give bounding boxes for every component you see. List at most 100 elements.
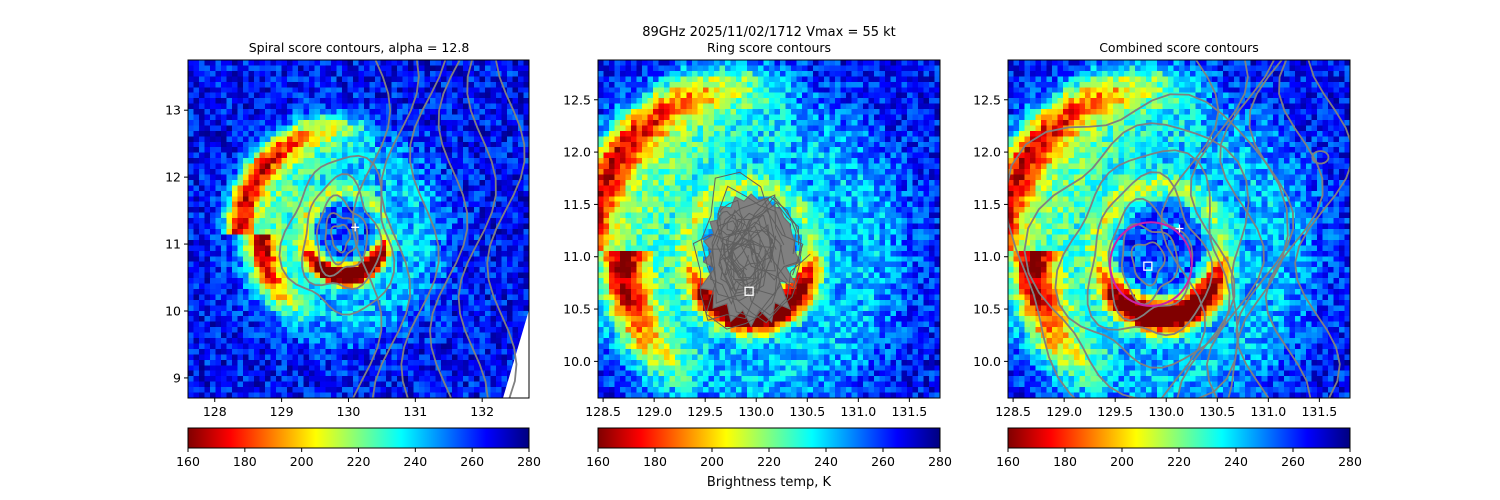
score-contour <box>1206 60 1275 398</box>
score-contour <box>400 60 447 398</box>
y-tick-label: 10.0 <box>563 354 591 369</box>
panel-2-title: Ring score contours <box>707 40 831 55</box>
colorbar-tick-label: 260 <box>871 454 895 469</box>
center-plus-marker <box>351 223 360 232</box>
ring-score-contour <box>717 199 746 249</box>
score-contour <box>429 60 469 398</box>
center-plus-marker <box>1175 224 1184 233</box>
y-tick-label: 11.5 <box>563 197 591 212</box>
x-tick-label: 131.0 <box>840 404 876 419</box>
ring-score-contour <box>718 185 786 290</box>
colorbar-tick-label: 280 <box>1338 454 1362 469</box>
colorbar-tick-label: 180 <box>233 454 257 469</box>
center-square-marker <box>1143 261 1153 271</box>
y-tick-label: 11 <box>165 237 181 252</box>
score-contour <box>1107 197 1194 322</box>
y-tick-label: 12.5 <box>973 92 1001 107</box>
panel-1-title: Spiral score contours, alpha = 12.8 <box>249 40 470 55</box>
colorbar-tick-label: 240 <box>814 454 838 469</box>
score-contour <box>1264 60 1324 398</box>
colorbar-label: Brightness temp, K <box>707 475 832 490</box>
score-contour <box>1235 60 1295 398</box>
score-contour <box>1086 171 1214 337</box>
colorbar-tick-label: 160 <box>586 454 610 469</box>
y-tick-label: 12 <box>165 170 181 185</box>
score-contour <box>1023 122 1250 398</box>
x-tick-label: 128.5 <box>585 404 621 419</box>
y-tick-label: 10 <box>165 303 181 318</box>
colorbar-tick-label: 260 <box>460 454 484 469</box>
axes-frame <box>1007 59 1351 399</box>
score-contour <box>371 60 420 398</box>
colorbar-tick-label: 240 <box>403 454 427 469</box>
score-contour <box>351 60 392 398</box>
score-contour <box>486 60 526 398</box>
center-square-marker <box>744 286 754 296</box>
score-contour <box>1121 222 1179 306</box>
x-tick-label: 129.5 <box>687 404 723 419</box>
x-tick-label: 130.5 <box>789 404 825 419</box>
score-contour <box>1160 60 1220 398</box>
y-tick-label: 10.5 <box>973 302 1001 317</box>
ring-score-contour <box>724 208 804 324</box>
y-tick-label: 11.5 <box>973 197 1001 212</box>
x-tick-label: 130.0 <box>1148 404 1184 419</box>
x-tick-label: 131.5 <box>891 404 927 419</box>
score-contour <box>1294 60 1350 398</box>
colorbar-tick-label: 180 <box>643 454 667 469</box>
x-tick-label: 129.5 <box>1097 404 1133 419</box>
x-tick-label: 128.5 <box>995 404 1031 419</box>
y-tick-label: 13 <box>165 103 181 118</box>
y-tick-label: 11.0 <box>563 249 591 264</box>
score-contour <box>457 60 497 398</box>
colorbar-tick-label: 280 <box>517 454 541 469</box>
colorbar-tick-label: 160 <box>996 454 1020 469</box>
x-tick-label: 130.5 <box>1199 404 1235 419</box>
x-tick-label: 130.0 <box>738 404 774 419</box>
score-contour <box>324 212 359 266</box>
y-tick-label: 12.0 <box>563 145 591 160</box>
colorbar <box>597 427 941 449</box>
colorbar-tick-label: 200 <box>290 454 314 469</box>
colorbar <box>1007 427 1351 449</box>
x-tick-label: 131.0 <box>1250 404 1286 419</box>
x-tick-label: 130 <box>337 404 361 419</box>
axes-frame <box>597 59 941 399</box>
x-tick-label: 129.0 <box>636 404 672 419</box>
y-tick-label: 12.0 <box>973 145 1001 160</box>
panel-3-title: Combined score contours <box>1099 40 1259 55</box>
score-contour <box>1311 150 1330 165</box>
x-tick-label: 132 <box>470 404 494 419</box>
colorbar-tick-label: 280 <box>928 454 952 469</box>
panel-3-plot: 128.5 129.0 129.5 130.0 130.5 131.0 131.5 10.0 1… <box>973 59 1362 469</box>
colorbar-tick-label: 220 <box>347 454 371 469</box>
figure-suptitle: 89GHz 2025/11/02/1712 Vmax = 55 kt <box>642 25 896 40</box>
y-tick-label: 10.0 <box>973 354 1001 369</box>
score-contour <box>1054 149 1231 369</box>
colorbar-tick-label: 180 <box>1053 454 1077 469</box>
panel-1-plot: 128 129 130 131 132 9 10 11 12 13 160 180 200 220 240 2… <box>165 59 541 469</box>
ring-score-contour <box>705 224 788 330</box>
score-contour <box>1130 241 1166 287</box>
x-tick-label: 128 <box>203 404 227 419</box>
brightness-temperature-image <box>188 60 529 398</box>
colorbar-tick-label: 240 <box>1224 454 1248 469</box>
panel-2-plot: 128.5 129.0 129.5 130.0 130.5 131.0 131.5 10.0 1… <box>563 59 952 469</box>
score-contour <box>1176 60 1249 398</box>
y-tick-label: 10.5 <box>563 302 591 317</box>
fitted-ring-circle <box>1109 221 1193 307</box>
x-tick-label: 131 <box>403 404 427 419</box>
score-contour <box>315 194 369 278</box>
score-contour <box>330 223 352 254</box>
score-contour <box>1008 93 1289 398</box>
score-contour <box>278 154 396 316</box>
y-tick-label: 9 <box>173 370 181 385</box>
colorbar-tick-label: 220 <box>1167 454 1191 469</box>
x-tick-label: 129 <box>270 404 294 419</box>
colorbar-tick-label: 260 <box>1281 454 1305 469</box>
ring-score-contour <box>728 196 811 316</box>
colorbar <box>187 427 530 449</box>
axes-frame <box>187 59 530 399</box>
colorbar-tick-label: 220 <box>757 454 781 469</box>
